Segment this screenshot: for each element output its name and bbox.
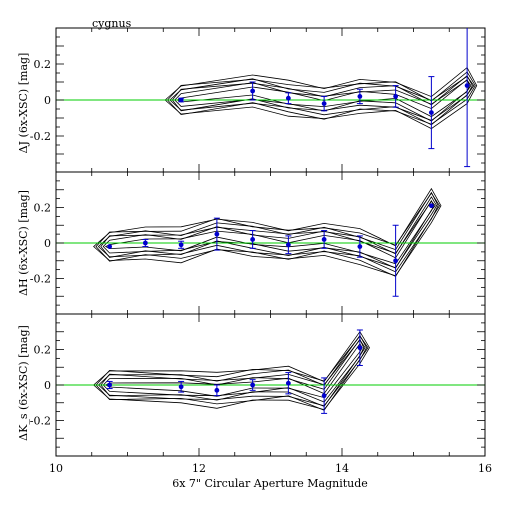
data-point <box>250 88 256 94</box>
data-point <box>214 231 220 237</box>
data-point <box>393 258 399 264</box>
x-axis-title: 6x 7" Circular Aperture Magnitude <box>172 477 368 490</box>
density-contour <box>102 200 436 269</box>
data-point <box>107 244 113 249</box>
data-point <box>250 382 256 388</box>
data-point <box>285 95 291 101</box>
data-point <box>178 97 184 103</box>
density-contour <box>171 75 473 121</box>
data-point <box>357 345 363 351</box>
density-contour <box>100 196 438 269</box>
density-contour <box>95 335 369 411</box>
x-tick-label: 10 <box>49 462 63 475</box>
data-point <box>321 393 327 399</box>
y-tick-label: 0.2 <box>34 58 52 71</box>
y-tick-label: -0.2 <box>30 130 51 143</box>
y-axis-label-h: ΔH (6x-XSC) [mag] <box>17 190 30 296</box>
data-points <box>106 28 471 414</box>
data-point <box>250 237 256 242</box>
data-point <box>285 380 291 386</box>
figure-label: cygnus <box>92 17 132 30</box>
contour-layer <box>93 66 478 411</box>
data-point <box>393 94 399 99</box>
density-contour <box>164 66 478 130</box>
data-point <box>321 101 327 106</box>
data-point <box>357 94 363 99</box>
density-contour <box>169 75 475 126</box>
axis-ticks <box>55 28 486 456</box>
y-tick-label: 0 <box>44 379 51 392</box>
zero-lines <box>56 99 485 386</box>
data-point <box>178 384 184 390</box>
data-point <box>214 387 220 393</box>
y-tick-label: -0.2 <box>30 415 51 428</box>
data-point <box>428 203 434 209</box>
density-contour <box>97 191 439 273</box>
data-point <box>285 242 291 248</box>
y-tick-label: 0.2 <box>34 202 52 215</box>
y-tick-label: 0 <box>44 237 51 250</box>
data-point <box>428 110 434 115</box>
y-axis-label-ks: ΔK_s (6x-XSC) [mag] <box>17 325 30 441</box>
data-point <box>178 242 184 248</box>
x-tick-label: 14 <box>335 462 349 475</box>
density-contour <box>97 334 368 407</box>
x-tick-label: 16 <box>478 462 492 475</box>
data-point <box>464 83 470 88</box>
density-contour <box>93 187 442 277</box>
density-contour <box>166 71 476 125</box>
density-contour <box>102 338 365 403</box>
density-contour <box>100 339 366 407</box>
x-tick-label: 12 <box>192 462 206 475</box>
tick-labels: 0.2 0 -0.2 0.2 0 -0.2 0.2 0 -0.2 10 12 14 16 <box>30 58 492 475</box>
data-point <box>357 244 363 249</box>
y-tick-label: 0.2 <box>34 344 52 357</box>
density-contour <box>95 192 441 277</box>
data-point <box>321 237 327 242</box>
y-axis-label-j: ΔJ (6x-XSC) [mag] <box>17 53 30 154</box>
density-contour <box>93 330 370 411</box>
data-point <box>107 382 113 388</box>
data-point <box>142 240 148 246</box>
y-tick-label: 0 <box>44 94 51 107</box>
y-tick-label: -0.2 <box>30 273 51 286</box>
